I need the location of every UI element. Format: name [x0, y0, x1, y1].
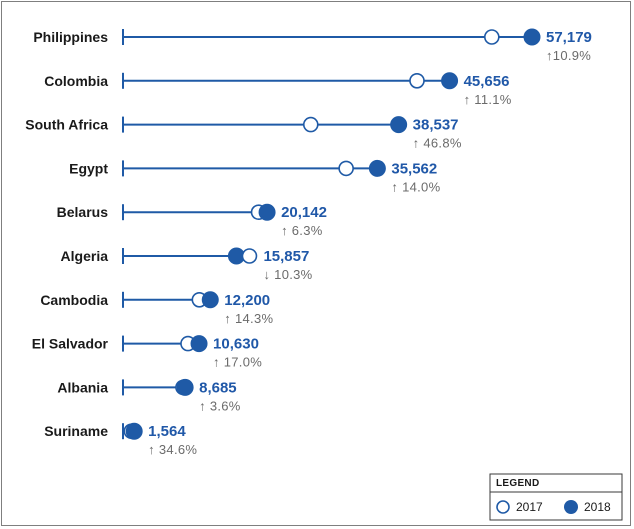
row-albania: Albania 8,685 ↑ 3.6% [57, 378, 241, 413]
change-label: ↑ 14.0% [391, 179, 440, 194]
marker-2018 [201, 291, 219, 309]
marker-2018 [390, 116, 408, 134]
marker-2018 [368, 159, 386, 177]
legend: LEGEND 2017 2018 [489, 473, 623, 521]
legend-box [489, 473, 623, 521]
row-south-africa: South Africa 38,537 ↑ 46.8% [25, 116, 462, 151]
legend-2017-label: 2017 [516, 500, 543, 514]
change-label: ↑ 6.3% [281, 223, 323, 238]
legend-title: LEGEND [496, 478, 539, 489]
change-label: ↑10.9% [546, 48, 591, 63]
value-label: 8,685 [199, 379, 237, 396]
value-label: 45,656 [464, 73, 510, 90]
country-label: Cambodia [40, 292, 108, 308]
change-label: ↑ 11.1% [464, 92, 512, 107]
country-label: Suriname [44, 423, 108, 439]
value-label: 20,142 [281, 204, 327, 221]
marker-2017 [338, 160, 354, 177]
marker-2017 [302, 116, 319, 133]
value-label: 35,562 [391, 160, 437, 177]
row-suriname: Suriname 1,564 ↑ 34.6% [44, 422, 197, 457]
change-label: ↑ 46.8% [413, 136, 462, 151]
value-label: 38,537 [413, 117, 459, 134]
value-label: 57,179 [546, 29, 592, 46]
change-label: ↑ 3.6% [199, 398, 241, 413]
change-label: ↓ 10.3% [263, 267, 312, 282]
legend-2017-icon [496, 500, 510, 514]
row-colombia: Colombia 45,656 ↑ 11.1% [44, 72, 512, 107]
value-label: 10,630 [213, 336, 259, 353]
row-philippines: Philippines 57,179 ↑10.9% [33, 28, 592, 63]
row-cambodia: Cambodia 12,200 ↑ 14.3% [40, 291, 273, 326]
country-label: Colombia [44, 73, 108, 89]
country-label: Philippines [33, 29, 108, 45]
country-label: Egypt [69, 160, 108, 176]
marker-2017 [241, 248, 258, 264]
country-label: Albania [57, 379, 108, 395]
row-egypt: Egypt 35,562 ↑ 14.0% [69, 159, 440, 194]
value-label: 15,857 [263, 248, 309, 265]
country-label: El Salvador [32, 336, 109, 352]
country-label: Belarus [57, 204, 109, 220]
marker-2018 [125, 422, 143, 440]
marker-2018 [176, 378, 194, 396]
marker-2018 [258, 203, 276, 221]
marker-2017 [409, 73, 425, 89]
marker-2018 [190, 335, 208, 353]
marker-2017 [484, 29, 500, 45]
country-label: Algeria [61, 248, 109, 264]
country-label: South Africa [25, 117, 108, 133]
change-label: ↑ 17.0% [213, 355, 262, 370]
legend-2018-label: 2018 [584, 500, 611, 514]
legend-2018-icon [564, 500, 578, 514]
value-label: 12,200 [224, 292, 270, 309]
row-el-salvador: El Salvador 10,630 ↑ 17.0% [32, 335, 262, 370]
row-algeria: Algeria 15,857 ↓ 10.3% [61, 247, 312, 282]
marker-2018 [441, 72, 459, 90]
change-label: ↑ 34.6% [148, 442, 197, 457]
change-label: ↑ 14.3% [224, 311, 273, 326]
marker-2018 [523, 28, 541, 46]
row-belarus: Belarus 20,142 ↑ 6.3% [57, 203, 327, 238]
value-label: 1,564 [148, 423, 186, 440]
